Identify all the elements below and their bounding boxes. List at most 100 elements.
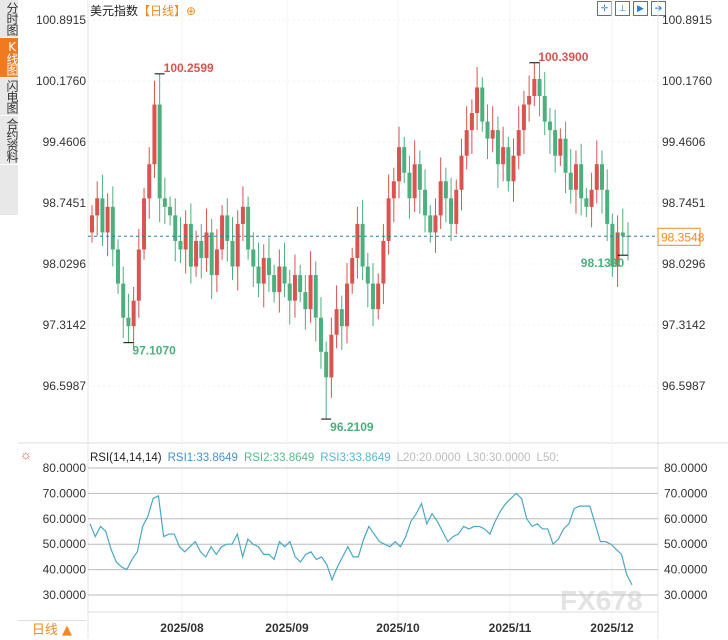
date-label: 2025/12 bbox=[590, 621, 634, 635]
range-start-icon[interactable]: ⊥ bbox=[615, 1, 630, 16]
candle-body bbox=[230, 240, 235, 267]
candle-body bbox=[121, 283, 126, 318]
candle-body bbox=[423, 189, 428, 216]
candle-body bbox=[428, 215, 433, 233]
candle-body bbox=[381, 240, 386, 284]
candle-body bbox=[563, 138, 568, 173]
price-label-right: 100.1760 bbox=[662, 74, 712, 88]
candle-body bbox=[292, 275, 297, 301]
chart-title: 美元指数【日线】⊕ bbox=[90, 2, 196, 19]
candle-body bbox=[547, 121, 552, 131]
candle-body bbox=[599, 164, 604, 190]
candle-body bbox=[459, 155, 464, 190]
price-label-left: 100.8915 bbox=[36, 13, 86, 27]
rsi-label-left: 30.0000 bbox=[43, 588, 87, 602]
l30-value: L30:30.0000 bbox=[466, 452, 531, 464]
candle-body bbox=[168, 206, 173, 216]
candle-body bbox=[402, 147, 407, 173]
date-label: 2025/11 bbox=[489, 621, 532, 635]
candle-body bbox=[334, 309, 339, 335]
candle-body bbox=[365, 266, 370, 284]
candle-body bbox=[449, 198, 454, 224]
rsi-label-right: 30.0000 bbox=[664, 588, 708, 602]
candle-body bbox=[313, 275, 318, 318]
candle-body bbox=[542, 96, 547, 122]
candle-body bbox=[573, 164, 578, 190]
price-label-right: 98.7451 bbox=[662, 196, 706, 210]
candle-body bbox=[344, 283, 349, 327]
candle-body bbox=[485, 121, 490, 139]
watermark: FX678 bbox=[560, 585, 643, 616]
play-icon[interactable]: ▶ bbox=[633, 1, 648, 16]
candle-body bbox=[620, 232, 625, 236]
candle-body bbox=[266, 258, 271, 276]
candle-body bbox=[339, 309, 344, 327]
candle-body bbox=[251, 249, 256, 267]
rsi2-value: RSI2:33.8649 bbox=[243, 452, 315, 464]
candle-body bbox=[204, 232, 209, 259]
rsi-label-right: 40.0000 bbox=[664, 563, 708, 577]
candle-body bbox=[407, 172, 412, 199]
rsi1-value: RSI1:33.8649 bbox=[167, 452, 238, 464]
candle-body bbox=[272, 275, 277, 293]
candle-body bbox=[386, 198, 391, 241]
candle-body bbox=[464, 130, 469, 156]
candle-body bbox=[173, 215, 178, 241]
candle-body bbox=[469, 113, 474, 131]
extreme-label: 100.3900 bbox=[538, 50, 588, 64]
candle-body bbox=[142, 198, 147, 250]
candle-body bbox=[209, 232, 214, 276]
rsi3-value: RSI3:33.8649 bbox=[320, 452, 391, 464]
candle-body bbox=[532, 78, 537, 97]
candle-body bbox=[506, 147, 511, 182]
symbol-name: 美元指数 bbox=[90, 4, 139, 18]
candle-body bbox=[220, 215, 225, 250]
tab-kline[interactable]: K线图 bbox=[0, 38, 19, 78]
candle-body bbox=[475, 87, 480, 114]
candle-body bbox=[605, 189, 610, 224]
candle-body bbox=[355, 223, 360, 259]
l20-value: L20:20.0000 bbox=[396, 452, 461, 464]
tab-contract-info[interactable]: 合约资料 bbox=[0, 116, 19, 165]
candle-body bbox=[594, 164, 599, 190]
candle-body bbox=[240, 206, 245, 224]
candle-body bbox=[433, 215, 438, 233]
price-label-left: 100.1760 bbox=[36, 74, 86, 88]
candle-body bbox=[324, 351, 329, 378]
zoom-in-icon[interactable]: ⊕ bbox=[186, 4, 197, 18]
period-selector[interactable]: 日线 ▲ bbox=[18, 620, 86, 640]
candle-body bbox=[516, 130, 521, 156]
candle-body bbox=[225, 215, 230, 241]
candle-body bbox=[360, 223, 365, 267]
candle-body bbox=[235, 223, 240, 267]
candle-body bbox=[90, 215, 94, 233]
candle-body bbox=[568, 172, 573, 190]
tab-flash[interactable]: 闪电图 bbox=[0, 78, 19, 116]
candle-body bbox=[105, 206, 110, 233]
tab-timeshare[interactable]: 分时图 bbox=[0, 0, 19, 38]
price-label-left: 99.4606 bbox=[43, 135, 87, 149]
candle-body bbox=[438, 181, 443, 216]
extreme-label: 98.1330 bbox=[581, 256, 625, 270]
candle-body bbox=[287, 283, 292, 301]
current-price-box bbox=[657, 227, 701, 246]
price-label-right: 96.5987 bbox=[662, 379, 706, 393]
candle-body bbox=[178, 240, 183, 250]
price-label-left: 98.0296 bbox=[43, 257, 87, 271]
candle-body bbox=[480, 87, 485, 122]
candle-body bbox=[162, 198, 167, 207]
price-label-right: 99.4606 bbox=[662, 135, 706, 149]
candle-body bbox=[256, 266, 261, 284]
candle-body bbox=[511, 155, 516, 182]
candle-body bbox=[391, 181, 396, 199]
price-label-right: 98.0296 bbox=[662, 257, 706, 271]
date-label: 2025/09 bbox=[265, 621, 309, 635]
candle-body bbox=[371, 283, 376, 310]
candle-body bbox=[95, 198, 100, 216]
rsi-title: RSI(14,14,14) bbox=[90, 452, 162, 464]
candle-body bbox=[537, 78, 542, 97]
candle-body bbox=[350, 258, 355, 284]
candle-body bbox=[454, 189, 459, 224]
period-label[interactable]: 【日线】 bbox=[138, 4, 187, 18]
